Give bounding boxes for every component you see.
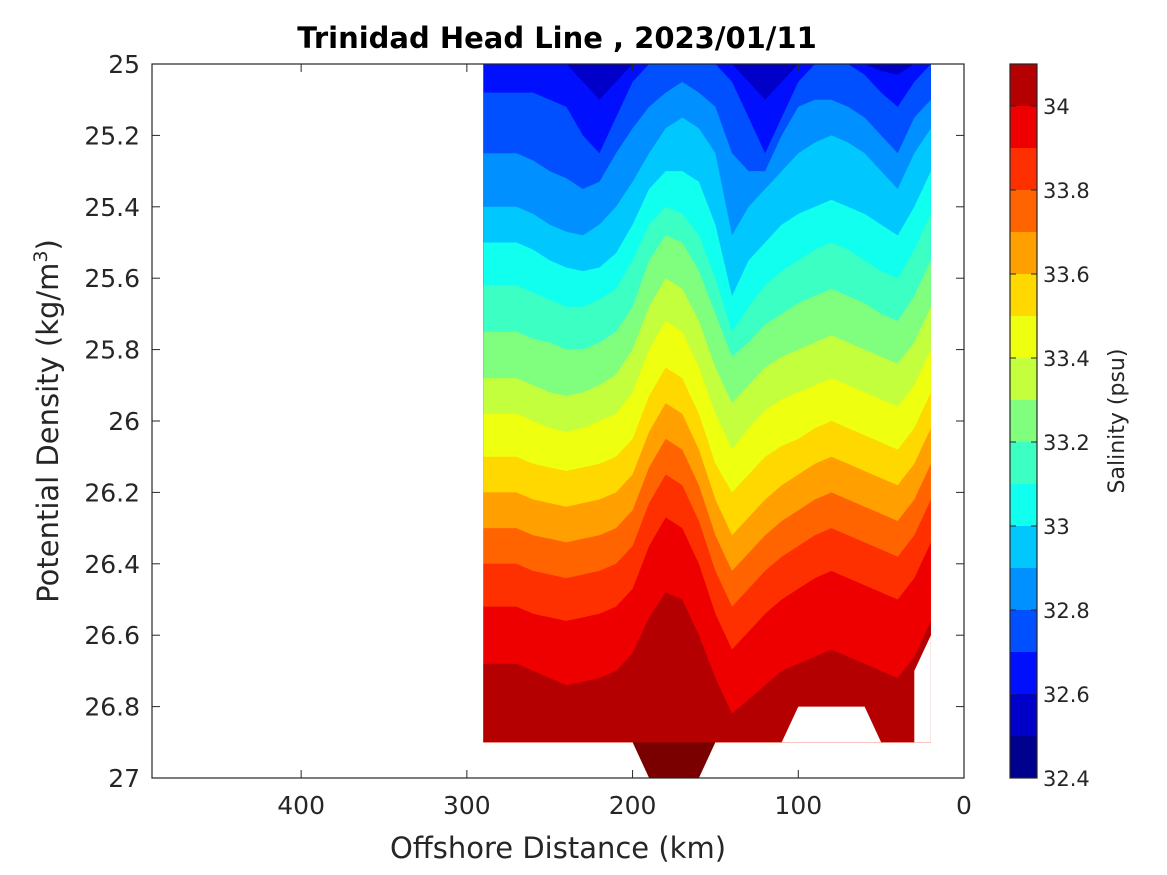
y-tick-label: 27	[108, 764, 140, 793]
colorbar-segment	[1010, 316, 1037, 358]
colorbar-segment	[1010, 274, 1037, 316]
colorbar-segment	[1010, 610, 1037, 652]
y-tick-label: 25	[108, 50, 140, 79]
chart-title: Trinidad Head Line , 2023/01/11	[297, 21, 817, 55]
colorbar-segment	[1010, 736, 1037, 778]
colorbar-tick-label: 33.4	[1043, 347, 1090, 371]
y-tick-label: 26	[108, 407, 140, 436]
y-tick-label: 26.2	[84, 478, 140, 507]
y-tick-label: 25.2	[84, 121, 140, 150]
y-axis-title-main: Potential Density (kg/m	[31, 263, 65, 603]
x-axis-title: Offshore Distance (km)	[390, 831, 726, 865]
colorbar-segment	[1010, 694, 1037, 736]
colorbar-tick-label: 33.2	[1043, 431, 1090, 455]
x-tick-label: 100	[774, 791, 822, 820]
y-tick-label: 25.4	[84, 193, 140, 222]
y-tick-label: 26.6	[84, 621, 140, 650]
colorbar-segment	[1010, 442, 1037, 484]
salinity-band-34	[483, 592, 931, 743]
colorbar-title: Salinity (psu)	[1105, 349, 1130, 494]
x-tick-label: 0	[956, 791, 972, 820]
colorbar-tick-label: 32.6	[1043, 683, 1090, 707]
plot-area	[483, 64, 931, 778]
y-tick-label: 25.6	[84, 264, 140, 293]
colorbar-segment	[1010, 526, 1037, 568]
colorbar	[1010, 64, 1037, 778]
x-tick-label: 300	[443, 791, 491, 820]
plot-frame	[151, 63, 965, 779]
y-axis-title: Potential Density (kg/m3)	[30, 239, 65, 603]
colorbar-tick-label: 32.4	[1043, 767, 1090, 791]
colorbar-segment	[1010, 400, 1037, 442]
salinity-band-deep	[632, 742, 716, 778]
colorbar-frame	[1009, 63, 1038, 779]
y-axis-title-sup: 3	[30, 250, 52, 262]
colorbar-segment	[1010, 484, 1037, 526]
colorbar-segment	[1010, 232, 1037, 274]
colorbar-segment	[1010, 652, 1037, 694]
colorbar-segment	[1010, 64, 1037, 106]
x-tick-label: 200	[609, 791, 657, 820]
colorbar-tick-label: 33.8	[1043, 179, 1090, 203]
y-axis-title-suffix: )	[31, 239, 65, 250]
colorbar-segment	[1010, 190, 1037, 232]
colorbar-tick-label: 33	[1043, 515, 1070, 539]
colorbar-tick-label: 32.8	[1043, 599, 1090, 623]
y-tick-label: 26.4	[84, 550, 140, 579]
y-tick-label: 25.8	[84, 336, 140, 365]
colorbar-segment	[1010, 358, 1037, 400]
no-data-gap	[781, 706, 882, 743]
y-tick-label: 26.8	[84, 693, 140, 722]
x-axis-ticks: 400 300 200 100 0	[277, 64, 972, 820]
colorbar-tick-label: 33.6	[1043, 263, 1090, 287]
x-tick-label: 400	[277, 791, 325, 820]
colorbar-ticks: 32.4 32.6 32.8 33 33.2 33.4 33.6 33.8 34	[1010, 95, 1090, 791]
colorbar-tick-label: 34	[1043, 95, 1070, 119]
y-axis-ticks: 25 25.2 25.4 25.6 25.8 26 26.2 26.4 26.6 26.8 27	[84, 50, 964, 793]
colorbar-segment	[1010, 148, 1037, 190]
colorbar-segment	[1010, 106, 1037, 148]
colorbar-segment	[1010, 568, 1037, 610]
no-data-gap-2	[914, 635, 931, 743]
